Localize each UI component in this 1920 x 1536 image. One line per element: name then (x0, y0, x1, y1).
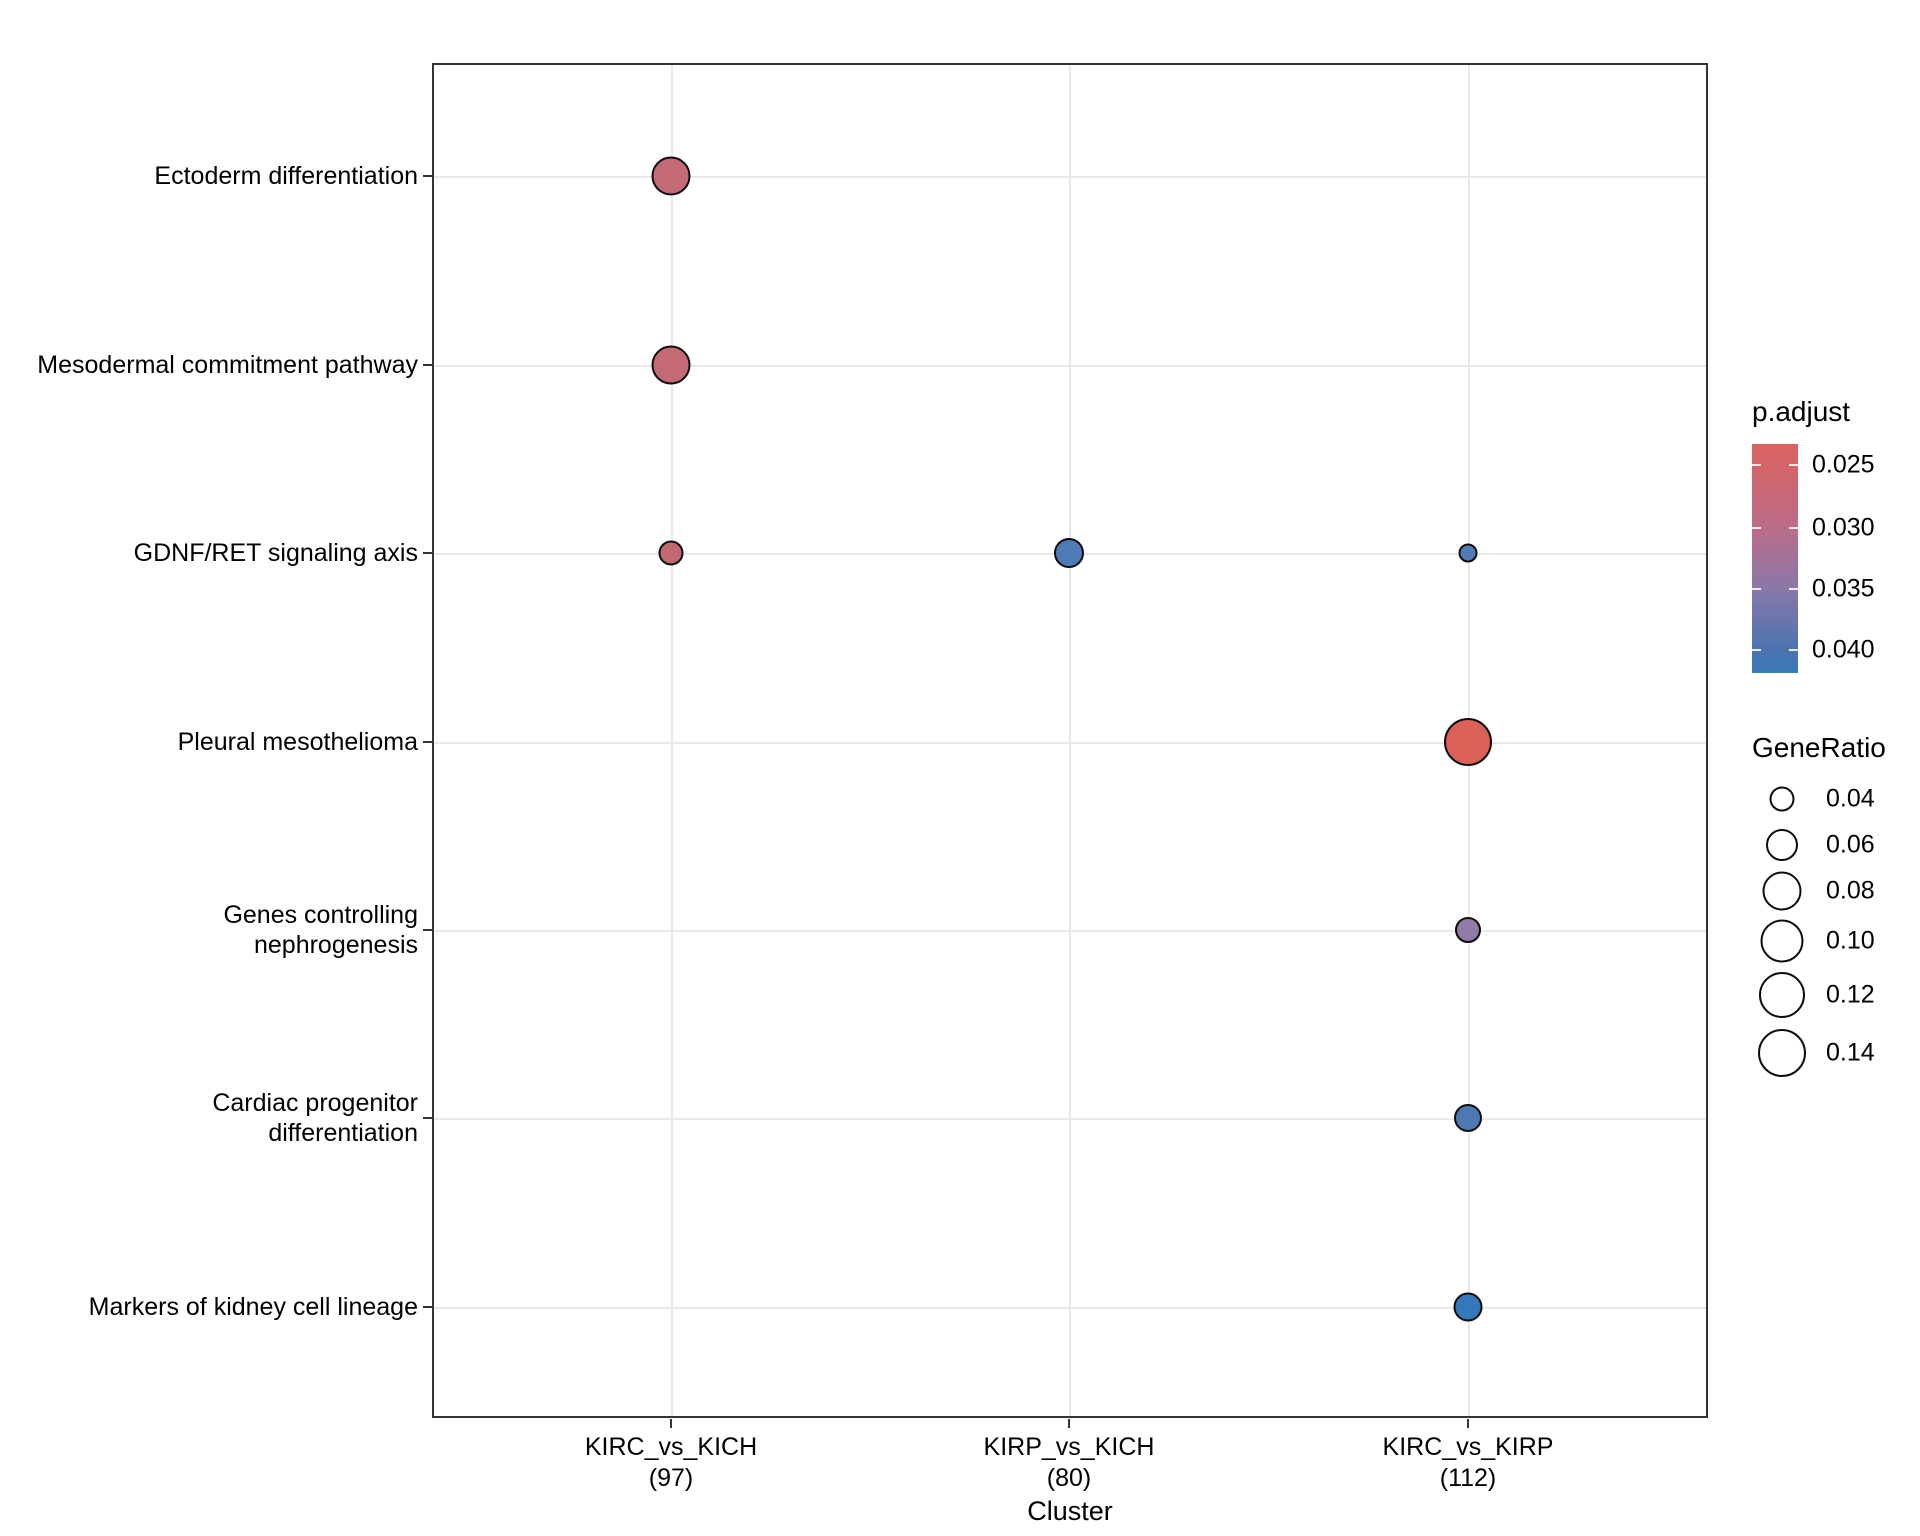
color-legend-tick (1789, 527, 1798, 529)
color-legend-tick (1752, 588, 1761, 590)
x-axis-title: Cluster (1027, 1496, 1113, 1526)
size-legend-circle (1759, 972, 1805, 1018)
data-point-bubble (658, 540, 684, 566)
size-legend-title: GeneRatio (1752, 732, 1886, 763)
color-legend-tick (1789, 588, 1798, 590)
data-point-bubble (651, 156, 691, 196)
data-point-bubble (1458, 543, 1478, 563)
color-legend-gradient-bar (1752, 444, 1798, 673)
x-axis-label: KIRC_vs_KICH (97) (584, 1433, 758, 1492)
size-legend-label: 0.12 (1826, 980, 1875, 1009)
y-axis-label: Pleural mesothelioma (177, 728, 418, 756)
size-legend-circle (1758, 1029, 1806, 1077)
size-legend-label: 0.06 (1826, 830, 1875, 859)
data-point-bubble (1453, 1292, 1483, 1322)
plot-panel (432, 63, 1708, 1418)
color-legend-tick-label: 0.025 (1812, 450, 1875, 479)
x-axis-label: KIRP_vs_KICH (80) (983, 1433, 1155, 1492)
size-legend-circle (1766, 829, 1798, 861)
color-legend-tick (1752, 527, 1761, 529)
gridline-vertical (1069, 65, 1071, 1416)
y-axis-tick (423, 175, 432, 177)
size-legend-label: 0.04 (1826, 784, 1875, 813)
y-axis-tick (423, 741, 432, 743)
color-legend-tick (1789, 464, 1798, 466)
color-legend-tick (1789, 649, 1798, 651)
y-axis-tick (423, 1117, 432, 1119)
color-legend-tick-label: 0.030 (1812, 513, 1875, 542)
size-legend-circle (1762, 871, 1802, 911)
size-legend-circle (1760, 919, 1804, 963)
color-legend-tick (1752, 464, 1761, 466)
y-axis-tick (423, 552, 432, 554)
x-axis-tick (670, 1419, 672, 1428)
gridline-vertical (671, 65, 673, 1416)
y-axis-label: Cardiac progenitor differentiation (212, 1089, 418, 1147)
data-point-bubble (1455, 917, 1481, 943)
y-axis-label: GDNF/RET signaling axis (133, 539, 418, 567)
color-legend-tick-label: 0.035 (1812, 574, 1875, 603)
y-axis-label: Mesodermal commitment pathway (37, 351, 418, 379)
color-legend-tick-label: 0.040 (1812, 635, 1875, 664)
color-legend-title: p.adjust (1752, 396, 1851, 427)
size-legend-label: 0.14 (1826, 1038, 1875, 1067)
size-legend-circle (1769, 786, 1795, 812)
y-axis-label: Markers of kidney cell lineage (88, 1293, 418, 1321)
size-legend-label: 0.10 (1826, 926, 1875, 955)
y-axis-tick (423, 929, 432, 931)
data-point-bubble (651, 345, 691, 385)
data-point-bubble (1454, 1104, 1482, 1132)
x-axis-tick (1467, 1419, 1469, 1428)
size-legend-label: 0.08 (1826, 876, 1875, 905)
x-axis-tick (1068, 1419, 1070, 1428)
color-legend-tick (1752, 649, 1761, 651)
y-axis-label: Ectoderm differentiation (154, 162, 418, 190)
y-axis-tick (423, 1306, 432, 1308)
data-point-bubble (1444, 718, 1492, 766)
y-axis-label: Genes controlling nephrogenesis (223, 901, 418, 959)
x-axis-label: KIRC_vs_KIRP (112) (1382, 1433, 1554, 1492)
y-axis-tick (423, 364, 432, 366)
data-point-bubble (1054, 538, 1084, 568)
